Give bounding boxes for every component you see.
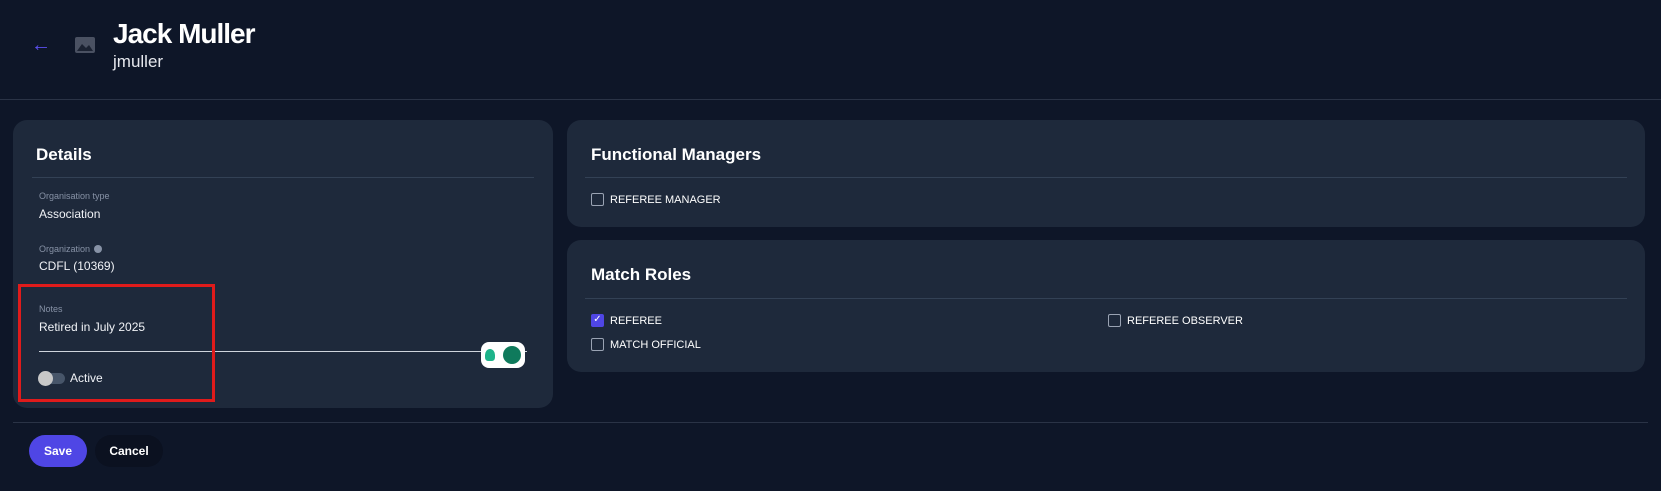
divider bbox=[32, 177, 534, 178]
checkbox-referee-manager[interactable]: REFEREE MANAGER bbox=[591, 193, 721, 206]
active-label: Active bbox=[70, 371, 103, 385]
notes-label: Notes bbox=[39, 304, 63, 314]
username: jmuller bbox=[113, 52, 164, 71]
highlight-box bbox=[18, 284, 215, 402]
match-roles-card: Match Roles ✓ REFEREE REFEREE OBSERVER MA… bbox=[567, 240, 1645, 372]
org-value: CDFL (10369) bbox=[39, 259, 115, 273]
checkbox-label: REFEREE MANAGER bbox=[610, 193, 721, 206]
checkbox-referee-observer[interactable]: REFEREE OBSERVER bbox=[1108, 314, 1243, 327]
match-roles-title: Match Roles bbox=[591, 265, 692, 284]
avatar-placeholder-icon bbox=[75, 37, 95, 53]
details-card: Details Organisation type Association Or… bbox=[13, 120, 553, 408]
details-title: Details bbox=[36, 145, 92, 164]
divider bbox=[585, 177, 1627, 178]
functional-managers-card: Functional Managers REFEREE MANAGER bbox=[567, 120, 1645, 227]
checkbox-referee[interactable]: ✓ REFEREE bbox=[591, 314, 662, 327]
assistant-extension-icon[interactable] bbox=[481, 342, 525, 368]
cancel-button[interactable]: Cancel bbox=[95, 435, 163, 467]
footer-divider bbox=[13, 422, 1648, 423]
checkbox-match-official[interactable]: MATCH OFFICIAL bbox=[591, 338, 701, 351]
org-type-label: Organisation type bbox=[39, 191, 110, 201]
active-toggle[interactable] bbox=[38, 371, 65, 386]
help-icon[interactable] bbox=[94, 245, 103, 253]
checkbox-label: MATCH OFFICIAL bbox=[610, 338, 701, 351]
checkbox[interactable] bbox=[591, 193, 604, 206]
notes-underline bbox=[39, 351, 527, 352]
page-title: Jack Muller bbox=[113, 18, 256, 49]
checkbox-checked[interactable]: ✓ bbox=[591, 314, 604, 327]
checkbox[interactable] bbox=[1108, 314, 1121, 327]
org-type-value: Association bbox=[39, 207, 101, 221]
checkbox-label: REFEREE bbox=[610, 314, 662, 327]
save-button[interactable]: Save bbox=[29, 435, 87, 467]
notes-input[interactable]: Retired in July 2025 bbox=[39, 320, 146, 334]
checkbox[interactable] bbox=[591, 338, 604, 351]
divider bbox=[585, 298, 1627, 299]
functional-managers-title: Functional Managers bbox=[591, 145, 762, 164]
org-label: Organization bbox=[39, 244, 91, 254]
back-button[interactable]: ← bbox=[31, 34, 51, 56]
checkbox-label: REFEREE OBSERVER bbox=[1127, 314, 1243, 327]
header-divider bbox=[0, 99, 1661, 100]
